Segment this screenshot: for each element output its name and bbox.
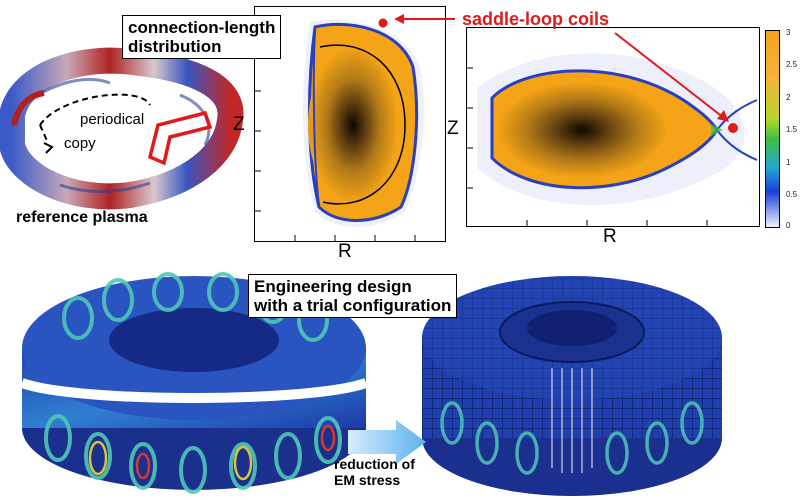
left-poincare-plot (254, 6, 446, 242)
trial-device-graphic (20, 272, 368, 494)
saddle-loop-coils-label: saddle-loop coils (462, 9, 610, 29)
colorbar-tick-0: 0 (786, 221, 791, 230)
colorbar-tick-1: 1 (786, 158, 791, 167)
left-plot-graphic (255, 18, 425, 241)
left-plot-r-label: R (338, 241, 352, 262)
right-plot-z-label: Z (447, 118, 459, 139)
right-plot-graphic (467, 53, 758, 226)
left-plot-z-label: Z (233, 114, 245, 135)
colorbar-tick-3: 3 (786, 28, 791, 37)
stellarator-plasma-shape (0, 47, 244, 210)
optimized-device-model (412, 258, 732, 498)
trial-device-model (18, 258, 370, 498)
colorbar-tick-1-5: 1.5 (786, 125, 798, 134)
colorbar-tick-2-5: 2.5 (786, 60, 798, 69)
right-plot-r-label: R (603, 226, 617, 247)
periodical-label: periodical (80, 111, 145, 128)
connection-length-label: connection-length distribution (122, 15, 282, 59)
engineering-design-label: Engineering design with a trial configur… (248, 274, 458, 318)
reduction-em-stress-label: reduction of EM stress (334, 456, 415, 488)
copy-label: copy (64, 135, 96, 152)
reduction-arrow (348, 420, 426, 464)
reference-plasma-label: reference plasma (16, 209, 148, 226)
colorbar-tick-2: 2 (786, 93, 791, 102)
reference-plasma-figure: periodical copy (0, 45, 244, 220)
right-poincare-plot (466, 27, 760, 227)
optimized-device-graphic (422, 276, 722, 496)
colorbar (765, 30, 780, 228)
colorbar-tick-0-5: 0.5 (786, 190, 798, 199)
